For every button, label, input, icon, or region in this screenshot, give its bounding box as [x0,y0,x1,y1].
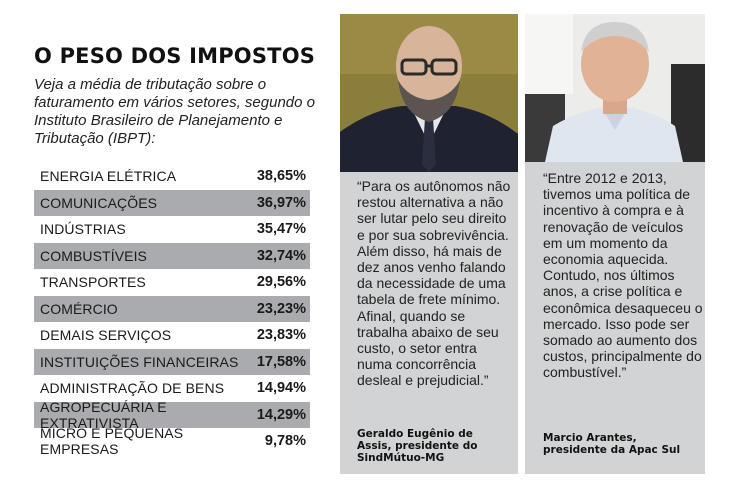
row-label: AGROPECUÁRIA E EXTRATIVISTA [40,398,167,431]
row-value: 32,74% [256,247,306,264]
row-label: DEMAIS SERVIÇOS [40,327,172,344]
table-row: ENERGIA ELÉTRICA 38,65% [34,163,310,190]
row-value: 9,78% [264,433,306,450]
row-value: 23,23% [256,300,306,317]
portrait-photo [525,14,705,162]
row-label: INDÚSTRIAS [40,221,126,238]
table-row: INDÚSTRIAS 35,47% [34,216,310,243]
row-label: ADMINISTRAÇÃO DE BENS [40,380,225,397]
row-label: MICRO E PEQUENAS EMPRESAS [40,425,184,458]
row-label: COMBUSTÍVEIS [40,247,147,264]
table-row: AGROPECUÁRIA E EXTRATIVISTA 14,29% [34,398,310,431]
table-row: ADMINISTRAÇÃO DE BENS 14,94% [34,375,310,402]
subtitle: Veja a média de tributação sobre o fatur… [34,76,315,147]
row-value: 36,97% [256,194,306,211]
table-row: MICRO E PEQUENAS EMPRESAS 9,78% [34,425,310,458]
quote-author: Geraldo Eugênio de Assis, presidente do … [357,428,478,464]
portrait-geraldo-image [340,14,518,172]
row-label: COMÉRCIO [40,300,118,317]
quote-text: “Para os autônomos não restou alternativ… [357,178,511,389]
quote-panel-geraldo: “Para os autônomos não restou alternativ… [340,14,518,474]
row-value: 23,83% [256,327,306,344]
table-row: TRANSPORTES 29,56% [34,269,310,296]
row-value: 35,47% [256,221,306,238]
row-value: 17,58% [256,353,306,370]
row-value: 38,65% [256,168,306,185]
tax-table: ENERGIA ELÉTRICA 38,65% COMUNICAÇÕES 36,97… [34,163,310,458]
row-label: ENERGIA ELÉTRICA [40,168,177,185]
portrait-photo [340,14,518,172]
row-label: INSTITUIÇÕES FINANCEIRAS [40,353,239,370]
row-label: TRANSPORTES [40,274,146,291]
table-row: COMBUSTÍVEIS 32,74% [34,242,310,269]
row-value: 14,94% [256,380,306,397]
row-value: 14,29% [256,406,306,423]
row-label: COMUNICAÇÕES [40,194,158,211]
quote-author: Marcio Arantes, presidente da Apac Sul [543,432,681,456]
table-row: DEMAIS SERVIÇOS 23,83% [34,322,310,349]
row-value: 29,56% [256,274,306,291]
table-row: COMÉRCIO 23,23% [34,295,310,322]
quote-panel-marcio: “Entre 2012 e 2013, tivemos uma política… [525,14,705,474]
portrait-marcio-image [525,14,705,162]
table-row: INSTITUIÇÕES FINANCEIRAS 17,58% [34,348,310,375]
page-title: O PESO DOS IMPOSTOS [34,44,316,68]
table-row: COMUNICAÇÕES 36,97% [34,189,310,216]
quote-text: “Entre 2012 e 2013, tivemos uma política… [543,170,703,381]
